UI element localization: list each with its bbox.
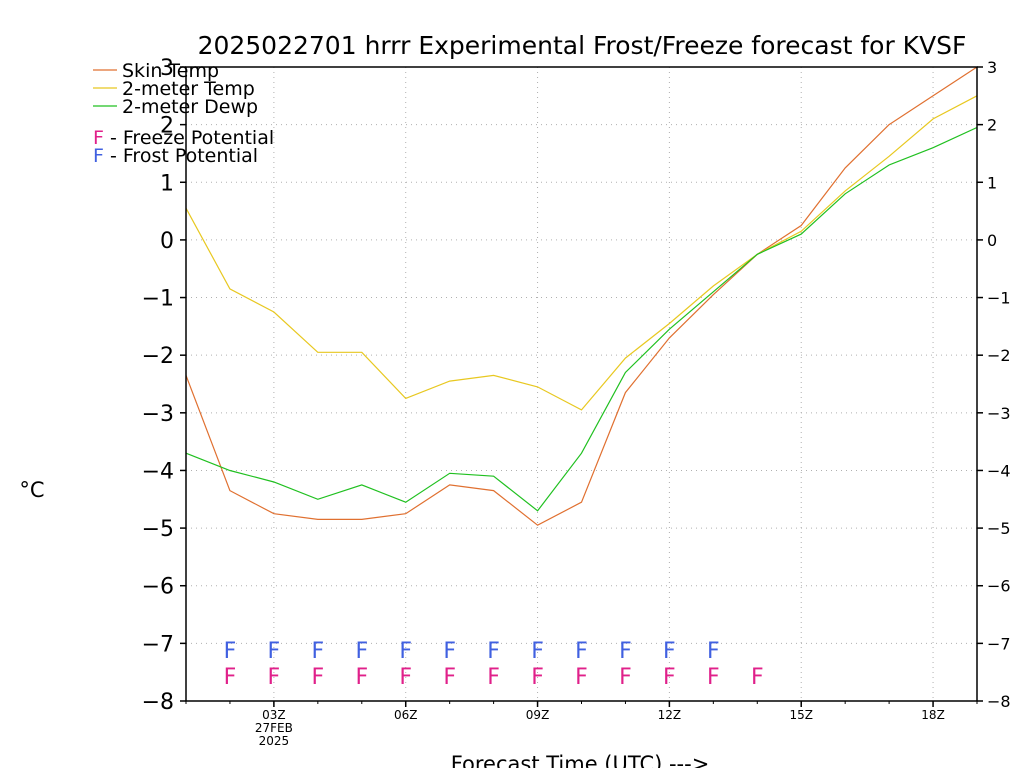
frost-marker: F bbox=[355, 639, 368, 664]
potential-legend-entry: F - Freeze Potential bbox=[93, 127, 274, 149]
freeze-marker: F bbox=[575, 665, 588, 690]
y-tick-label-right: 3 bbox=[987, 58, 997, 77]
frost-marker: F bbox=[443, 639, 456, 664]
freeze-marker: F bbox=[619, 665, 632, 690]
freeze-marker: F bbox=[707, 665, 720, 690]
x-tick-label: 03Z bbox=[262, 708, 286, 722]
y-tick-label-right: 2 bbox=[987, 116, 997, 135]
potential-legend-text: - Frost Potential bbox=[104, 145, 258, 167]
freeze-marker: F bbox=[663, 665, 676, 690]
freeze-marker: F bbox=[531, 665, 544, 690]
y-tick-label-left: −7 bbox=[142, 632, 174, 657]
frost-marker: F bbox=[224, 639, 237, 664]
x-tick-label: 18Z bbox=[921, 708, 945, 722]
y-tick-label-left: 3 bbox=[160, 56, 174, 81]
frost-marker: F bbox=[487, 639, 500, 664]
chart-title: 2025022701 hrrr Experimental Frost/Freez… bbox=[198, 31, 967, 60]
y-tick-label-right: 0 bbox=[987, 231, 997, 250]
y-tick-label-right: −6 bbox=[987, 577, 1011, 596]
potential-legend-entry: F - Frost Potential bbox=[93, 145, 258, 167]
plot-frame bbox=[185, 66, 978, 702]
y-tick-label-left: −3 bbox=[142, 402, 174, 427]
potential-legend-letter: F bbox=[93, 127, 104, 149]
series-lines bbox=[185, 66, 978, 526]
x-tick-label: 12Z bbox=[658, 708, 682, 722]
y-tick-label-right: −2 bbox=[987, 346, 1011, 365]
potential-legend-text: - Freeze Potential bbox=[104, 127, 274, 149]
y-axis-label: °C bbox=[19, 478, 44, 502]
frost-marker: F bbox=[707, 639, 720, 664]
y-tick-label-right: −4 bbox=[987, 461, 1011, 480]
x-tick-sublabel: 27FEB bbox=[255, 721, 293, 735]
y-tick-label-right: 1 bbox=[987, 173, 997, 192]
x-tick-label: 06Z bbox=[394, 708, 418, 722]
y-tick-label-left: −4 bbox=[142, 459, 174, 484]
frost-marker: F bbox=[399, 639, 412, 664]
y-tick-label-left: −8 bbox=[142, 690, 174, 715]
frost-marker: F bbox=[312, 639, 325, 664]
frost-marker: F bbox=[268, 639, 281, 664]
series-line-skin-temp bbox=[185, 66, 978, 526]
freeze-marker: F bbox=[487, 665, 500, 690]
frost-marker: F bbox=[619, 639, 632, 664]
legend-entry: 2-meter Dewp bbox=[122, 96, 258, 118]
freeze-marker: F bbox=[312, 665, 325, 690]
frost-marker: F bbox=[531, 639, 544, 664]
axes: −8 −8 −7 −7 −6 −6 −5 −5 −4 −4 −3 −3 −2 −2 −1 −1 0 0 1 1 2 2 3 3… bbox=[142, 56, 1011, 748]
y-tick-label-left: 1 bbox=[160, 171, 174, 196]
y-tick-label-right: −3 bbox=[987, 404, 1011, 423]
y-tick-label-right: −8 bbox=[987, 692, 1011, 711]
frost-marker: F bbox=[575, 639, 588, 664]
x-tick-label: 15Z bbox=[789, 708, 813, 722]
series-line-2-meter-dewp bbox=[185, 126, 978, 512]
frost-marker: F bbox=[663, 639, 676, 664]
potential-legend-letter: F bbox=[93, 145, 104, 167]
x-axis-label: Forecast Time (UTC) ---> bbox=[451, 752, 710, 768]
freeze-marker: F bbox=[268, 665, 281, 690]
x-tick-label: 09Z bbox=[526, 708, 550, 722]
series-line-2-meter-temp bbox=[185, 95, 978, 411]
legend-entry: 2-meter Temp bbox=[122, 78, 255, 100]
freeze-marker: F bbox=[355, 665, 368, 690]
potential-markers: F F F F F F F F F F F FF F F F F F F F F F F F F bbox=[224, 639, 764, 690]
y-tick-label-right: −5 bbox=[987, 519, 1011, 538]
y-tick-label-left: −6 bbox=[142, 575, 174, 600]
y-tick-label-left: −1 bbox=[142, 287, 174, 312]
y-tick-label-left: 2 bbox=[160, 114, 174, 139]
freeze-marker: F bbox=[751, 665, 764, 690]
y-tick-label-right: −1 bbox=[987, 289, 1011, 308]
y-tick-label-left: −5 bbox=[142, 517, 174, 542]
x-tick-sublabel: 2025 bbox=[259, 734, 290, 748]
grid-lines bbox=[186, 67, 977, 701]
freeze-marker: F bbox=[399, 665, 412, 690]
y-tick-label-right: −7 bbox=[987, 634, 1011, 653]
freeze-marker: F bbox=[224, 665, 237, 690]
freeze-marker: F bbox=[443, 665, 456, 690]
y-tick-label-left: −2 bbox=[142, 344, 174, 369]
legend-entry: Skin Temp bbox=[122, 60, 219, 82]
y-tick-label-left: 0 bbox=[160, 229, 174, 254]
